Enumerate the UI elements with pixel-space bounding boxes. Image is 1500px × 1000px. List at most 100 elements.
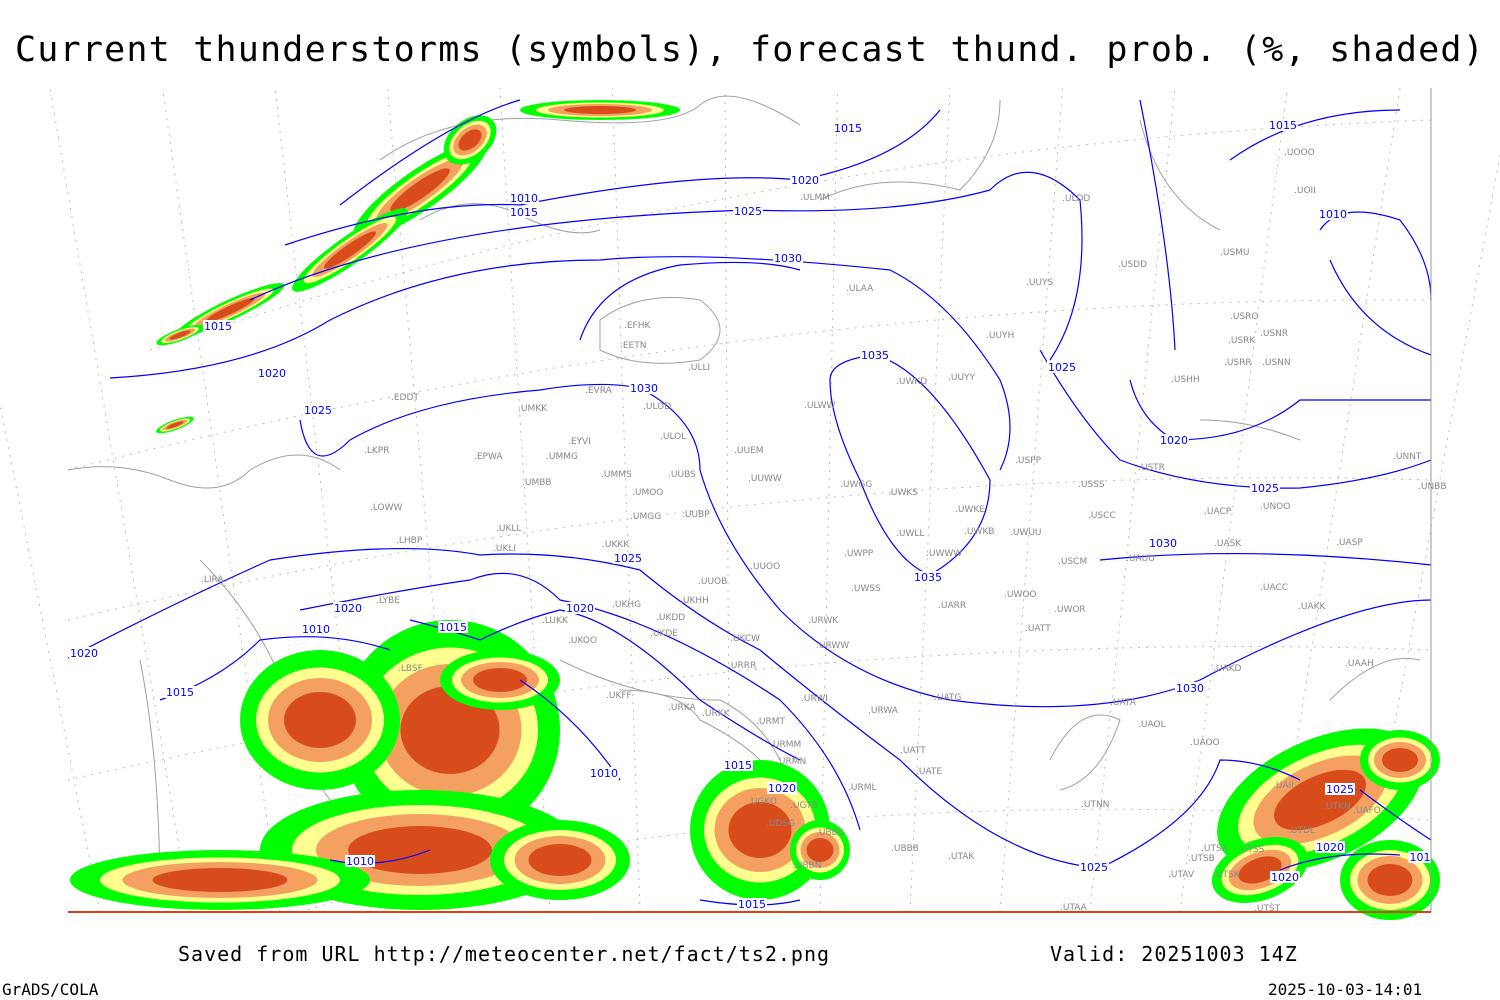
prob-max-area [473, 668, 527, 692]
isobar-label-bg [438, 621, 468, 633]
station-label: .UUYS [1026, 278, 1054, 288]
station-label: .UKFF [606, 691, 632, 701]
isobar-label-bg [1325, 783, 1355, 795]
station-label: .UMMS [601, 470, 632, 480]
valid-time-text: Valid: 20251003 14Z [1050, 942, 1298, 966]
station-label: .LUKK [542, 616, 569, 626]
station-label: .UATE [916, 767, 942, 777]
station-label: .UTSS [1238, 845, 1265, 855]
station-label: .UKDD [656, 613, 685, 623]
isobar-label: 1010 [302, 623, 330, 636]
station-label: .UARR [938, 601, 966, 611]
station-label: .URKK [702, 709, 731, 719]
prob-max-area [152, 868, 288, 892]
station-label: .UAUU [1126, 554, 1155, 564]
isobar-label-bg [737, 898, 767, 910]
station-label: .UAFO [1353, 806, 1381, 816]
station-label: .LIRA [201, 575, 224, 585]
isobar-line [1319, 211, 1432, 356]
station-label: .UKHH [680, 596, 709, 606]
isobar-label: 1020 [1160, 434, 1188, 447]
station-label: .UAAH [1345, 659, 1374, 669]
coastline [1049, 714, 1121, 791]
isobar-label-bg [589, 767, 619, 779]
isobar-label: 1015 [834, 122, 862, 135]
station-label: .USRO [1230, 312, 1259, 322]
isobar-label: 1015 [166, 686, 194, 699]
isobar-line [284, 109, 941, 246]
coastline [599, 297, 721, 364]
station-label: .UWWW [926, 549, 962, 559]
isobar-label-bg [773, 252, 803, 264]
station-label: .UTAK [948, 852, 975, 862]
station-label: .EFHK [624, 321, 651, 331]
station-label: .UBBB [891, 844, 919, 854]
station-label: .UACP [1204, 507, 1232, 517]
station-label: .ULOD [643, 402, 671, 412]
isobar-line [579, 261, 801, 341]
station-label: .UUYH [986, 331, 1014, 341]
station-label: .USCC [1088, 511, 1116, 521]
station-label: .ULLI [688, 363, 710, 373]
station-label: .UNOO [1260, 502, 1290, 512]
station-label: .UTSB [1188, 854, 1215, 864]
source-url-text: Saved from URL http://meteocenter.net/fa… [178, 942, 831, 966]
timestamp-label: 2025-10-03-14:01 [1268, 980, 1423, 999]
station-label: .USMU [1220, 248, 1250, 258]
station-label: .ULMM [800, 193, 830, 203]
station-label: .URWW [816, 641, 849, 651]
isobar-label-bg [1315, 841, 1345, 853]
isobar-label: 1020 [768, 782, 796, 795]
station-label: .UGTB [790, 801, 818, 811]
isobar-line [109, 256, 1011, 471]
station-label: .UKCW [730, 634, 760, 644]
isobar-label-bg [1408, 851, 1432, 863]
station-label: .EVRA [585, 386, 613, 396]
station-label: .UAII [1273, 781, 1294, 791]
station-label: .ULWW [804, 401, 836, 411]
station-label: .UWLL [896, 529, 924, 539]
isobar-line [339, 99, 521, 206]
isobar-label-bg [1159, 434, 1189, 446]
prob-max-area [728, 802, 792, 858]
isobar-label: 1015 [510, 206, 538, 219]
station-label: .URKA [668, 703, 696, 713]
longitude-line [162, 87, 281, 913]
isobar-label: 1020 [1316, 841, 1344, 854]
isobar-label: 1030 [1149, 537, 1177, 550]
station-label: .URMT [756, 717, 785, 727]
prob-max-area [390, 168, 450, 212]
isobar-label: 1020 [1271, 871, 1299, 884]
station-label: .USNR [1260, 329, 1288, 339]
station-label: .UDSG [766, 819, 795, 829]
prob-max-area [400, 686, 500, 774]
coastline [559, 659, 781, 761]
station-label: .URWA [868, 706, 899, 716]
station-label: .USPP [1015, 456, 1042, 466]
isobar-label-bg [1079, 861, 1109, 873]
station-label: .UKLL [496, 524, 521, 534]
station-label: .UTAA [1060, 903, 1088, 913]
station-label: .UASP [1336, 538, 1363, 548]
station-label: .USTR [1138, 463, 1165, 473]
isobar-label: 1020 [258, 367, 286, 380]
longitude-line [0, 402, 101, 913]
prob-max-area [169, 330, 191, 340]
chart-title: Current thunderstorms (symbols), forecas… [15, 30, 1485, 70]
station-label: .UWPP [844, 549, 874, 559]
software-label: GrADS/COLA [2, 980, 99, 999]
coastline [379, 95, 801, 161]
station-label: .UKOO [568, 636, 597, 646]
station-label: .UAKK [1298, 602, 1327, 612]
isobar-label-bg [509, 192, 539, 204]
isobar-label-bg [613, 552, 643, 564]
station-label: .UMGG [630, 512, 661, 522]
station-label: .UKDE [650, 629, 678, 639]
isobar-label-bg [913, 571, 943, 583]
station-label: .ULOL [660, 432, 686, 442]
prob-max-area [1367, 864, 1413, 896]
isobar-label: 1025 [734, 205, 762, 218]
isobar-line [1039, 349, 1432, 489]
